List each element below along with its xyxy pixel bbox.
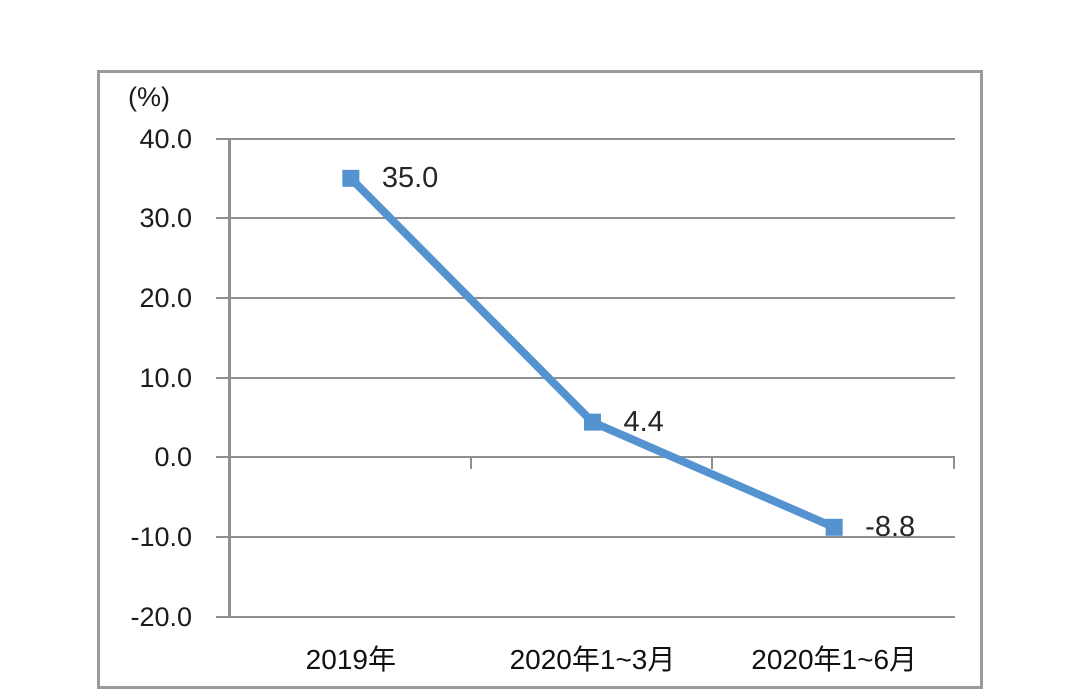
gridline [230, 137, 955, 140]
data-point-label: -8.8 [865, 511, 916, 544]
gridline [230, 376, 955, 379]
data-point-label: 35.0 [381, 162, 439, 195]
y-tick-label: -10.0 [130, 521, 192, 552]
x-tick-mark [711, 457, 714, 470]
y-tick-label: -20.0 [130, 601, 192, 632]
x-tick-mark [469, 457, 472, 470]
x-category-label: 2019年 [305, 644, 396, 675]
y-tick-mark [216, 376, 230, 379]
y-tick-mark [216, 217, 230, 220]
y-tick-label: 10.0 [139, 362, 192, 393]
y-tick-label: 20.0 [139, 282, 192, 313]
x-category-label: 2020年1~3月 [509, 644, 676, 675]
y-tick-label: 0.0 [154, 442, 192, 473]
x-tick-mark [953, 457, 955, 470]
y-axis-line [228, 137, 231, 618]
y-tick-mark [216, 296, 230, 299]
y-tick-label: 40.0 [139, 123, 192, 154]
gridline [230, 217, 955, 220]
gridline [230, 456, 955, 459]
data-point-label: 4.4 [623, 406, 664, 439]
gridline [230, 535, 955, 538]
y-axis-unit-label: (%) [128, 82, 170, 112]
y-tick-label: 30.0 [139, 203, 192, 234]
y-tick-mark [216, 615, 230, 618]
y-tick-mark [216, 535, 230, 538]
y-tick-mark [216, 137, 230, 140]
x-category-label: 2020年1~6月 [751, 644, 918, 675]
gridline [230, 296, 955, 299]
gridline [230, 615, 955, 618]
y-tick-mark [216, 456, 230, 459]
